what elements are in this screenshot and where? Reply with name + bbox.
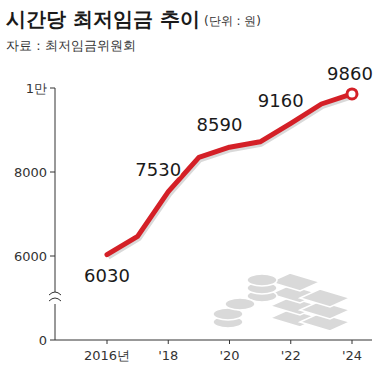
line-shadow [108, 96, 353, 257]
x-tick [229, 340, 230, 344]
x-tick-label: '24 [342, 348, 362, 363]
data-label: 7530 [135, 159, 181, 180]
x-tick-label: '20 [219, 348, 239, 363]
axes: 0 6000 8000 1만 2016년 '18 '20 '22 '24 [14, 81, 372, 363]
x-tick [352, 340, 353, 344]
axis-break [49, 292, 61, 301]
y-tick-label: 6000 [14, 249, 47, 264]
chart: 시간당 최저임금 추이 (단위 : 원) 자료 : 최저임금위원회 0 6000 8000… [0, 0, 390, 382]
y-tick-label: 1만 [26, 81, 47, 96]
y-tick [50, 340, 55, 341]
x-tick-label: 2016년 [84, 348, 130, 363]
x-tick [107, 340, 108, 344]
chart-wrap: 시간당 최저임금 추이 (단위 : 원) 자료 : 최저임금위원회 0 6000 8000… [0, 0, 390, 382]
subtitle: (단위 : 원) [204, 14, 261, 28]
x-tick-label: '18 [158, 348, 178, 363]
x-axis-line [55, 340, 372, 341]
title: 시간당 최저임금 추이 [6, 7, 200, 31]
y-tick [50, 172, 55, 173]
y-axis-line [55, 304, 56, 340]
line [107, 94, 352, 255]
data-label: 9160 [258, 90, 304, 111]
y-tick-label: 0 [39, 333, 47, 348]
end-marker [347, 89, 357, 99]
y-tick-label: 8000 [14, 165, 47, 180]
data-label: 6030 [84, 265, 130, 286]
x-tick [168, 340, 169, 344]
source: 자료 : 최저임금위원회 [6, 38, 136, 53]
y-tick [50, 256, 55, 257]
plot-area [107, 94, 353, 257]
data-label: 9860 [327, 63, 373, 84]
x-tick-label: '22 [281, 348, 301, 363]
y-axis-line [55, 88, 56, 292]
x-tick [290, 340, 291, 344]
data-label: 8590 [197, 114, 243, 135]
decoration [213, 273, 350, 331]
y-tick [50, 88, 55, 89]
